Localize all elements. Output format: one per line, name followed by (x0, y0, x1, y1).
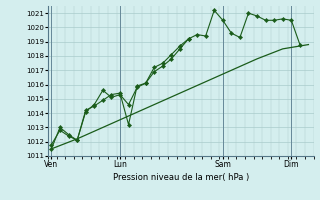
X-axis label: Pression niveau de la mer( hPa ): Pression niveau de la mer( hPa ) (113, 173, 249, 182)
